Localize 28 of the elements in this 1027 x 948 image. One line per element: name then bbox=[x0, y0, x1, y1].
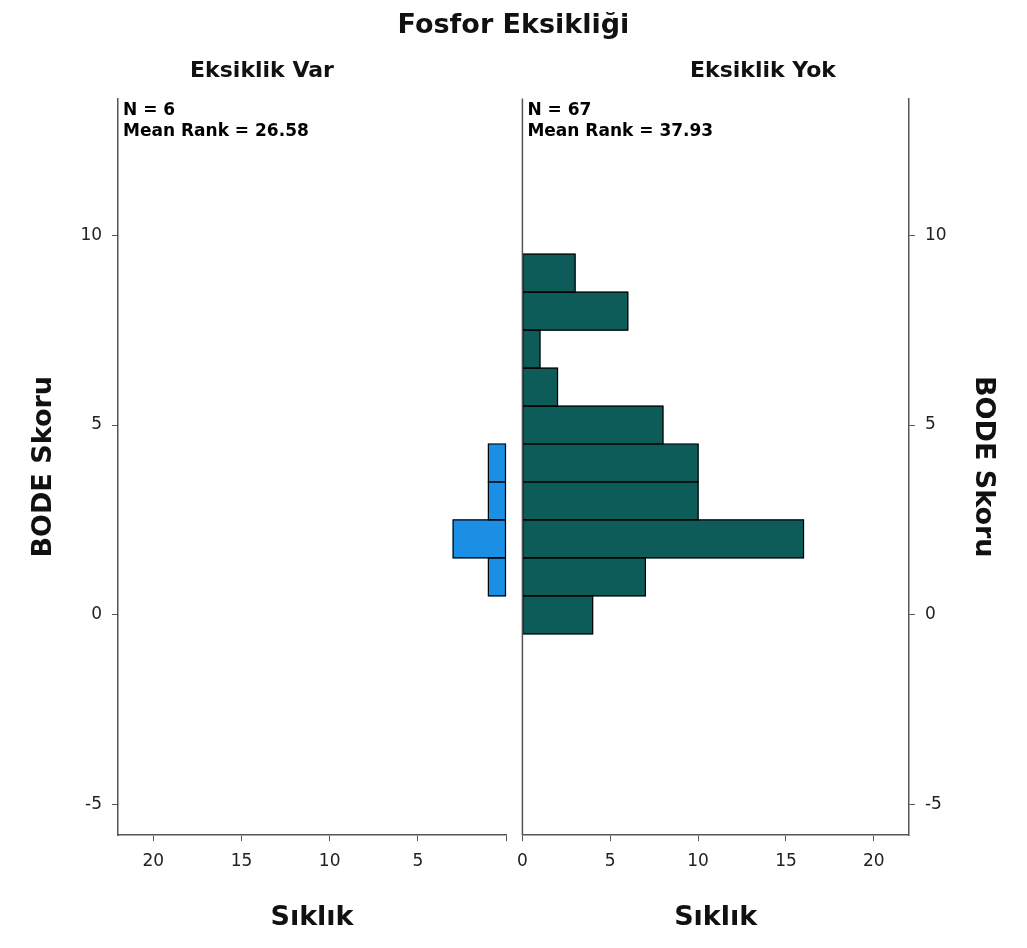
y-tick-label: 10 bbox=[924, 223, 947, 244]
y-tick-label: 5 bbox=[924, 413, 936, 434]
chart-subtitle: Eksiklik Var bbox=[190, 56, 335, 82]
chart-title: Fosfor Eksikliği bbox=[396, 8, 631, 39]
annotation: N = 67 bbox=[527, 99, 592, 120]
y-axis-title: BODE Skoru bbox=[26, 376, 58, 558]
y-tick-label: 5 bbox=[91, 413, 103, 434]
x-tick-label: 15 bbox=[230, 849, 253, 870]
x-tick-label: 5 bbox=[412, 849, 424, 870]
y-tick-label: -5 bbox=[85, 793, 103, 814]
y-tick-label: -5 bbox=[924, 793, 942, 814]
x-axis-title: Sıklık bbox=[674, 899, 759, 931]
x-tick-label: 0 bbox=[516, 849, 528, 870]
annotation: Mean Rank = 37.93 bbox=[527, 120, 714, 141]
x-tick-label: 20 bbox=[863, 849, 885, 870]
x-tick-label: 10 bbox=[687, 849, 709, 870]
x-tick-label: 15 bbox=[775, 849, 797, 870]
x-axis-title: Sıklık bbox=[270, 899, 355, 931]
y-tick-label: 0 bbox=[91, 603, 103, 624]
x-tick-label: 20 bbox=[142, 849, 165, 870]
annotation: Mean Rank = 26.58 bbox=[123, 120, 309, 141]
x-tick-label: 5 bbox=[604, 849, 616, 870]
y-tick-label: 10 bbox=[80, 223, 103, 244]
y-tick-label: 0 bbox=[924, 603, 936, 624]
x-tick-label: 10 bbox=[318, 849, 341, 870]
y-axis-title: BODE Skoru bbox=[969, 376, 1001, 558]
annotation: N = 6 bbox=[123, 99, 176, 120]
chart-subtitle: Eksiklik Yok bbox=[690, 56, 838, 82]
